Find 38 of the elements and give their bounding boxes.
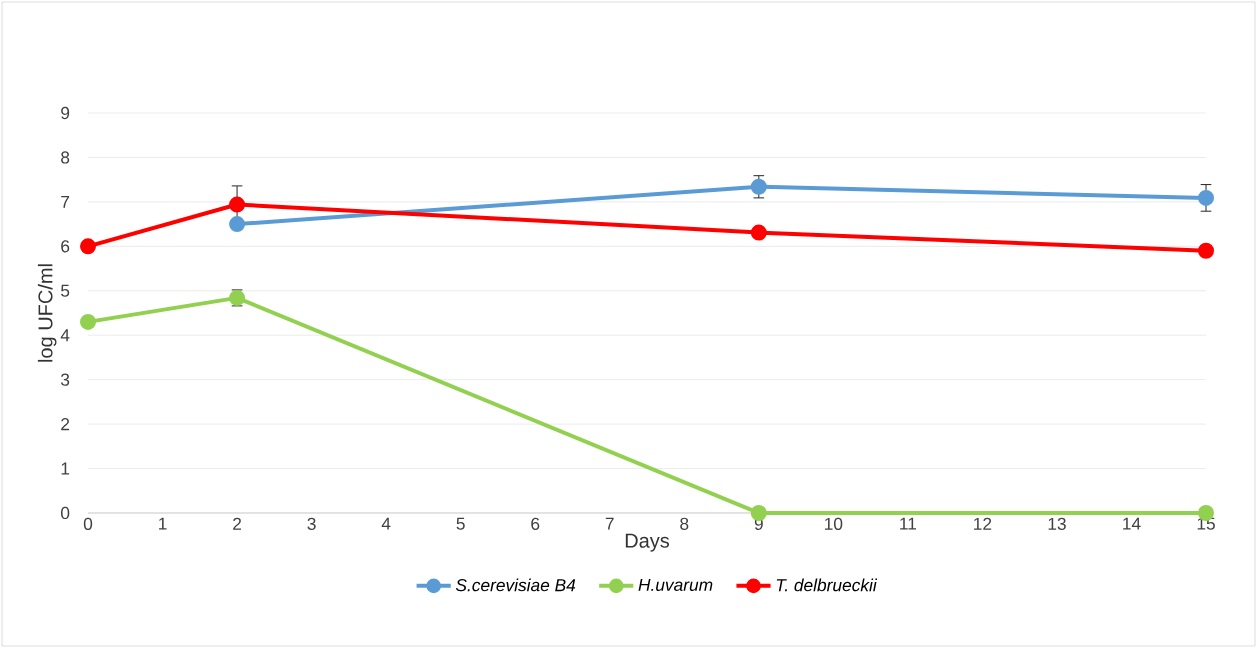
x-tick-label: 0: [83, 517, 93, 530]
y-tick-label: 2: [61, 418, 70, 431]
y-tick-label: 0: [60, 506, 70, 520]
y-tick-label: 9: [61, 106, 70, 120]
x-tick-label: 6: [531, 517, 540, 530]
x-tick-label: 4: [381, 517, 391, 530]
y-tick-label: 5: [61, 284, 70, 297]
x-tick-label: 11: [900, 517, 917, 530]
point: [80, 313, 97, 330]
x-tick-label: 5: [456, 517, 465, 530]
x-tick-label: 14: [1123, 517, 1141, 530]
point: [80, 238, 97, 255]
x-tick-label: 7: [605, 517, 614, 530]
y-tick-label: 1: [61, 462, 70, 475]
y-tick-label: 6: [61, 240, 70, 253]
point: [750, 504, 767, 521]
x-tick-label: 12: [974, 517, 992, 530]
x-tick-label: 3: [307, 517, 316, 530]
legend-label: T. delbrueckii: [776, 578, 878, 592]
point: [750, 178, 767, 195]
x-tick-label: 1: [159, 517, 167, 530]
x-tick-label: 10: [825, 517, 843, 530]
x-tick-label: 2: [233, 517, 242, 530]
y-tick-label: 8: [61, 151, 70, 164]
legend-label: S.cerevisiae B4: [455, 578, 576, 592]
point: [1198, 189, 1214, 206]
y-tick-label: 3: [60, 373, 70, 386]
y-axis-title: log UFC/ml: [37, 264, 57, 362]
x-tick-label: 8: [680, 517, 689, 530]
point: [229, 196, 246, 213]
point: [750, 224, 767, 241]
point: [1198, 242, 1214, 259]
point: [229, 216, 246, 233]
x-tick-label: 13: [1048, 517, 1066, 530]
legend-label: H.uvarum: [638, 578, 713, 591]
x-axis-title: Days: [625, 533, 670, 552]
y-tick-label: 7: [61, 195, 70, 208]
y-tick-label: 4: [60, 329, 70, 342]
